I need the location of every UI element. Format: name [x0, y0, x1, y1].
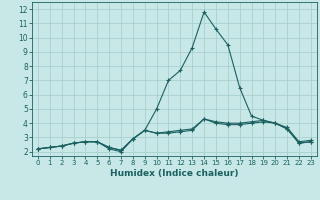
X-axis label: Humidex (Indice chaleur): Humidex (Indice chaleur): [110, 169, 239, 178]
